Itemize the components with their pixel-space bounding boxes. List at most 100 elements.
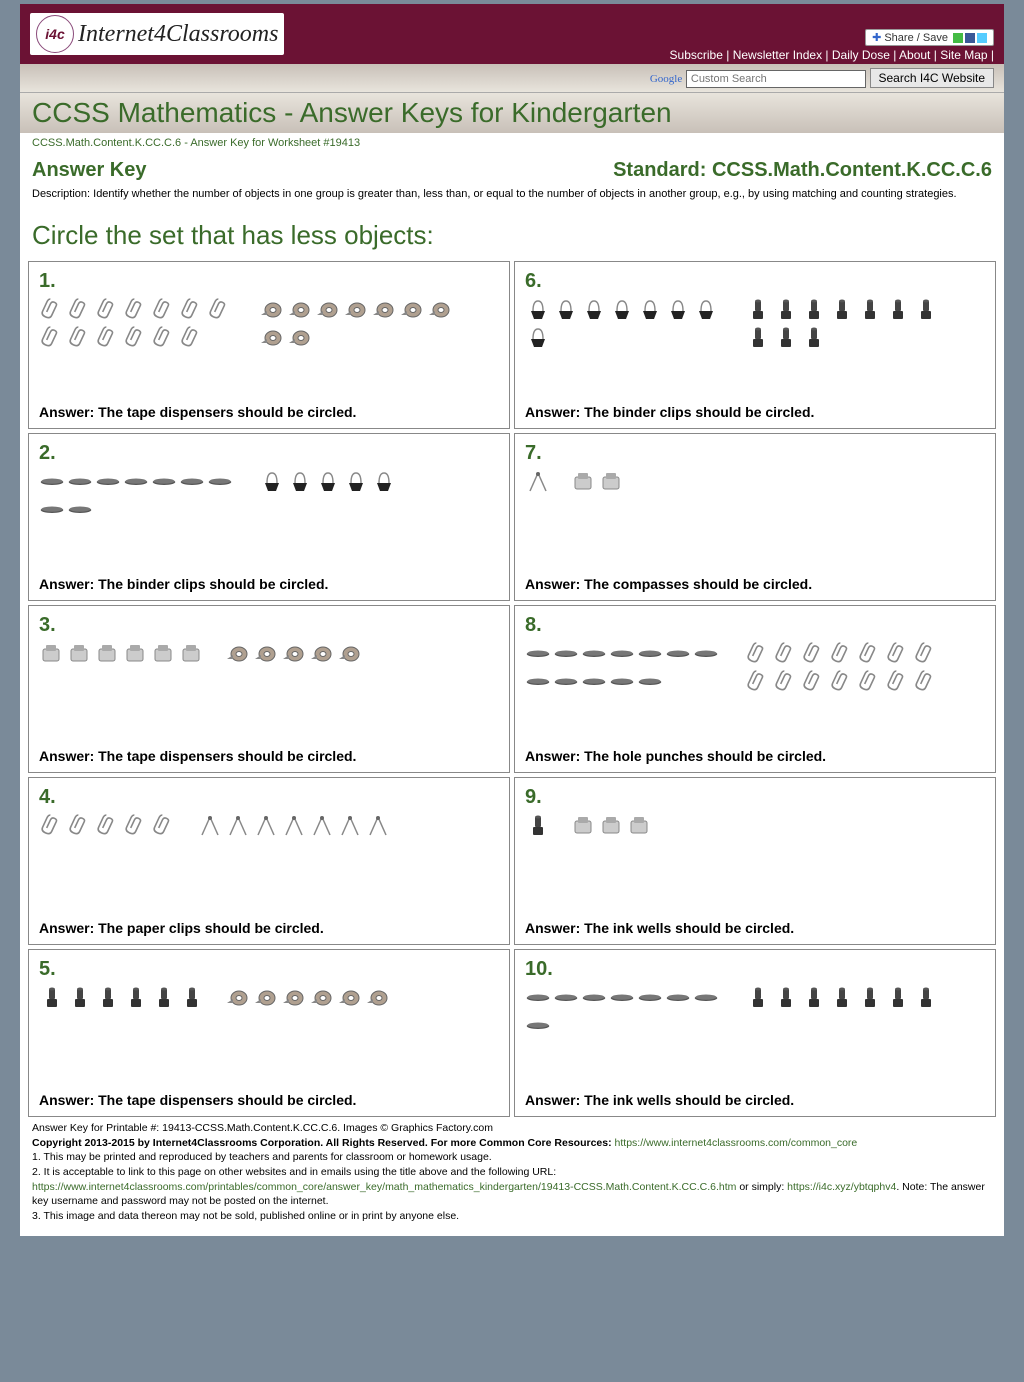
footer-item2-links: https://www.internet4classrooms.com/prin…: [32, 1180, 992, 1209]
header-link[interactable]: Newsletter Index: [733, 48, 822, 62]
paperclip-icon: [179, 325, 205, 351]
answer-text: Answer: The compasses should be circled.: [525, 576, 985, 592]
object-group: [525, 469, 551, 495]
sharpener-icon: [95, 641, 121, 667]
binderclip-icon: [371, 469, 397, 495]
inkwell-icon: [773, 325, 799, 351]
object-group: [39, 813, 177, 839]
inkwell-icon: [913, 297, 939, 323]
tape-icon: [365, 985, 391, 1011]
object-group: [39, 985, 205, 1011]
sharpener-icon: [599, 813, 625, 839]
search-strip: Google Search I4C Website: [20, 64, 1004, 93]
header-link[interactable]: About: [899, 48, 930, 62]
holepunch-icon: [525, 669, 551, 695]
inkwell-icon: [745, 985, 771, 1011]
inkwell-icon: [801, 985, 827, 1011]
paperclip-icon: [39, 297, 65, 323]
header-link[interactable]: Site Map: [940, 48, 987, 62]
paperclip-icon: [95, 325, 121, 351]
share-button[interactable]: ✚ Share / Save: [865, 29, 994, 46]
object-group: [745, 297, 945, 351]
paperclip-icon: [801, 669, 827, 695]
tape-icon: [281, 641, 307, 667]
holepunch-icon: [693, 985, 719, 1011]
footer-url2[interactable]: https://i4c.xyz/ybtqphv4: [787, 1181, 896, 1193]
object-group: [225, 985, 391, 1011]
binderclip-icon: [525, 297, 551, 323]
tape-icon: [225, 641, 251, 667]
paperclip-icon: [773, 669, 799, 695]
holepunch-icon: [693, 641, 719, 667]
inkwell-icon: [179, 985, 205, 1011]
paperclip-icon: [801, 641, 827, 667]
tape-icon: [253, 641, 279, 667]
binderclip-icon: [637, 297, 663, 323]
inkwell-icon: [745, 325, 771, 351]
header-link[interactable]: Subscribe: [670, 48, 723, 62]
sharpener-icon: [123, 641, 149, 667]
paperclip-icon: [151, 813, 177, 839]
tape-icon: [309, 641, 335, 667]
inkwell-icon: [829, 297, 855, 323]
tape-icon: [315, 297, 341, 323]
question-number: 2.: [39, 442, 499, 465]
binderclip-icon: [525, 325, 551, 351]
inkwell-icon: [773, 297, 799, 323]
sharpener-icon: [571, 813, 597, 839]
logo[interactable]: i4c Internet4Classrooms: [30, 13, 284, 55]
question-number: 1.: [39, 270, 499, 293]
question-cell: 6.Answer: The binder clips should be cir…: [514, 261, 996, 429]
object-group: [525, 641, 725, 695]
footer-cc-link[interactable]: https://www.internet4classrooms.com/comm…: [615, 1137, 858, 1149]
tape-icon: [225, 985, 251, 1011]
footer-line1: Answer Key for Printable #: 19413-CCSS.M…: [32, 1121, 992, 1136]
holepunch-icon: [609, 985, 635, 1011]
compass-icon: [525, 469, 551, 495]
binderclip-icon: [553, 297, 579, 323]
inkwell-icon: [525, 813, 551, 839]
answer-text: Answer: The tape dispensers should be ci…: [39, 404, 499, 420]
page: i4c Internet4Classrooms ✚ Share / Save S…: [16, 0, 1008, 1240]
paperclip-icon: [123, 297, 149, 323]
inkwell-icon: [857, 297, 883, 323]
question-number: 9.: [525, 786, 985, 809]
holepunch-icon: [665, 641, 691, 667]
question-cell: 1. Answer: The tape dispensers should be …: [28, 261, 510, 429]
object-row: [525, 297, 985, 394]
tape-icon: [371, 297, 397, 323]
answer-text: Answer: The tape dispensers should be ci…: [39, 1092, 499, 1108]
paperclip-icon: [151, 325, 177, 351]
binderclip-icon: [609, 297, 635, 323]
footer-url1[interactable]: https://www.internet4classrooms.com/prin…: [32, 1181, 736, 1193]
paperclip-icon: [885, 669, 911, 695]
header-right: ✚ Share / Save Subscribe | Newsletter In…: [670, 29, 994, 62]
holepunch-icon: [39, 497, 65, 523]
paperclip-icon: [745, 669, 771, 695]
instruction: Circle the set that has less objects:: [20, 210, 1004, 261]
object-group: [39, 469, 239, 523]
object-row: [525, 641, 985, 738]
question-cell: 7.Answer: The compasses should be circle…: [514, 433, 996, 601]
search-input[interactable]: [686, 70, 866, 88]
footer-item2: 2. It is acceptable to link to this page…: [32, 1165, 992, 1180]
object-group: [259, 469, 397, 495]
footer-line2: Copyright 2013-2015 by Internet4Classroo…: [32, 1136, 992, 1151]
inkwell-icon: [151, 985, 177, 1011]
question-number: 5.: [39, 958, 499, 981]
search-button[interactable]: Search I4C Website: [870, 68, 995, 88]
holepunch-icon: [525, 641, 551, 667]
object-group: [225, 641, 363, 667]
inkwell-icon: [801, 325, 827, 351]
header-link[interactable]: Daily Dose: [832, 48, 890, 62]
question-cell: 4.Answer: The paper clips should be circ…: [28, 777, 510, 945]
tape-icon: [253, 985, 279, 1011]
object-group: [571, 813, 653, 839]
binderclip-icon: [287, 469, 313, 495]
question-number: 3.: [39, 614, 499, 637]
compass-icon: [365, 813, 391, 839]
answer-text: Answer: The binder clips should be circl…: [525, 404, 985, 420]
tape-icon: [281, 985, 307, 1011]
inkwell-icon: [801, 297, 827, 323]
footer-notes: Answer Key for Printable #: 19413-CCSS.M…: [20, 1117, 1004, 1236]
